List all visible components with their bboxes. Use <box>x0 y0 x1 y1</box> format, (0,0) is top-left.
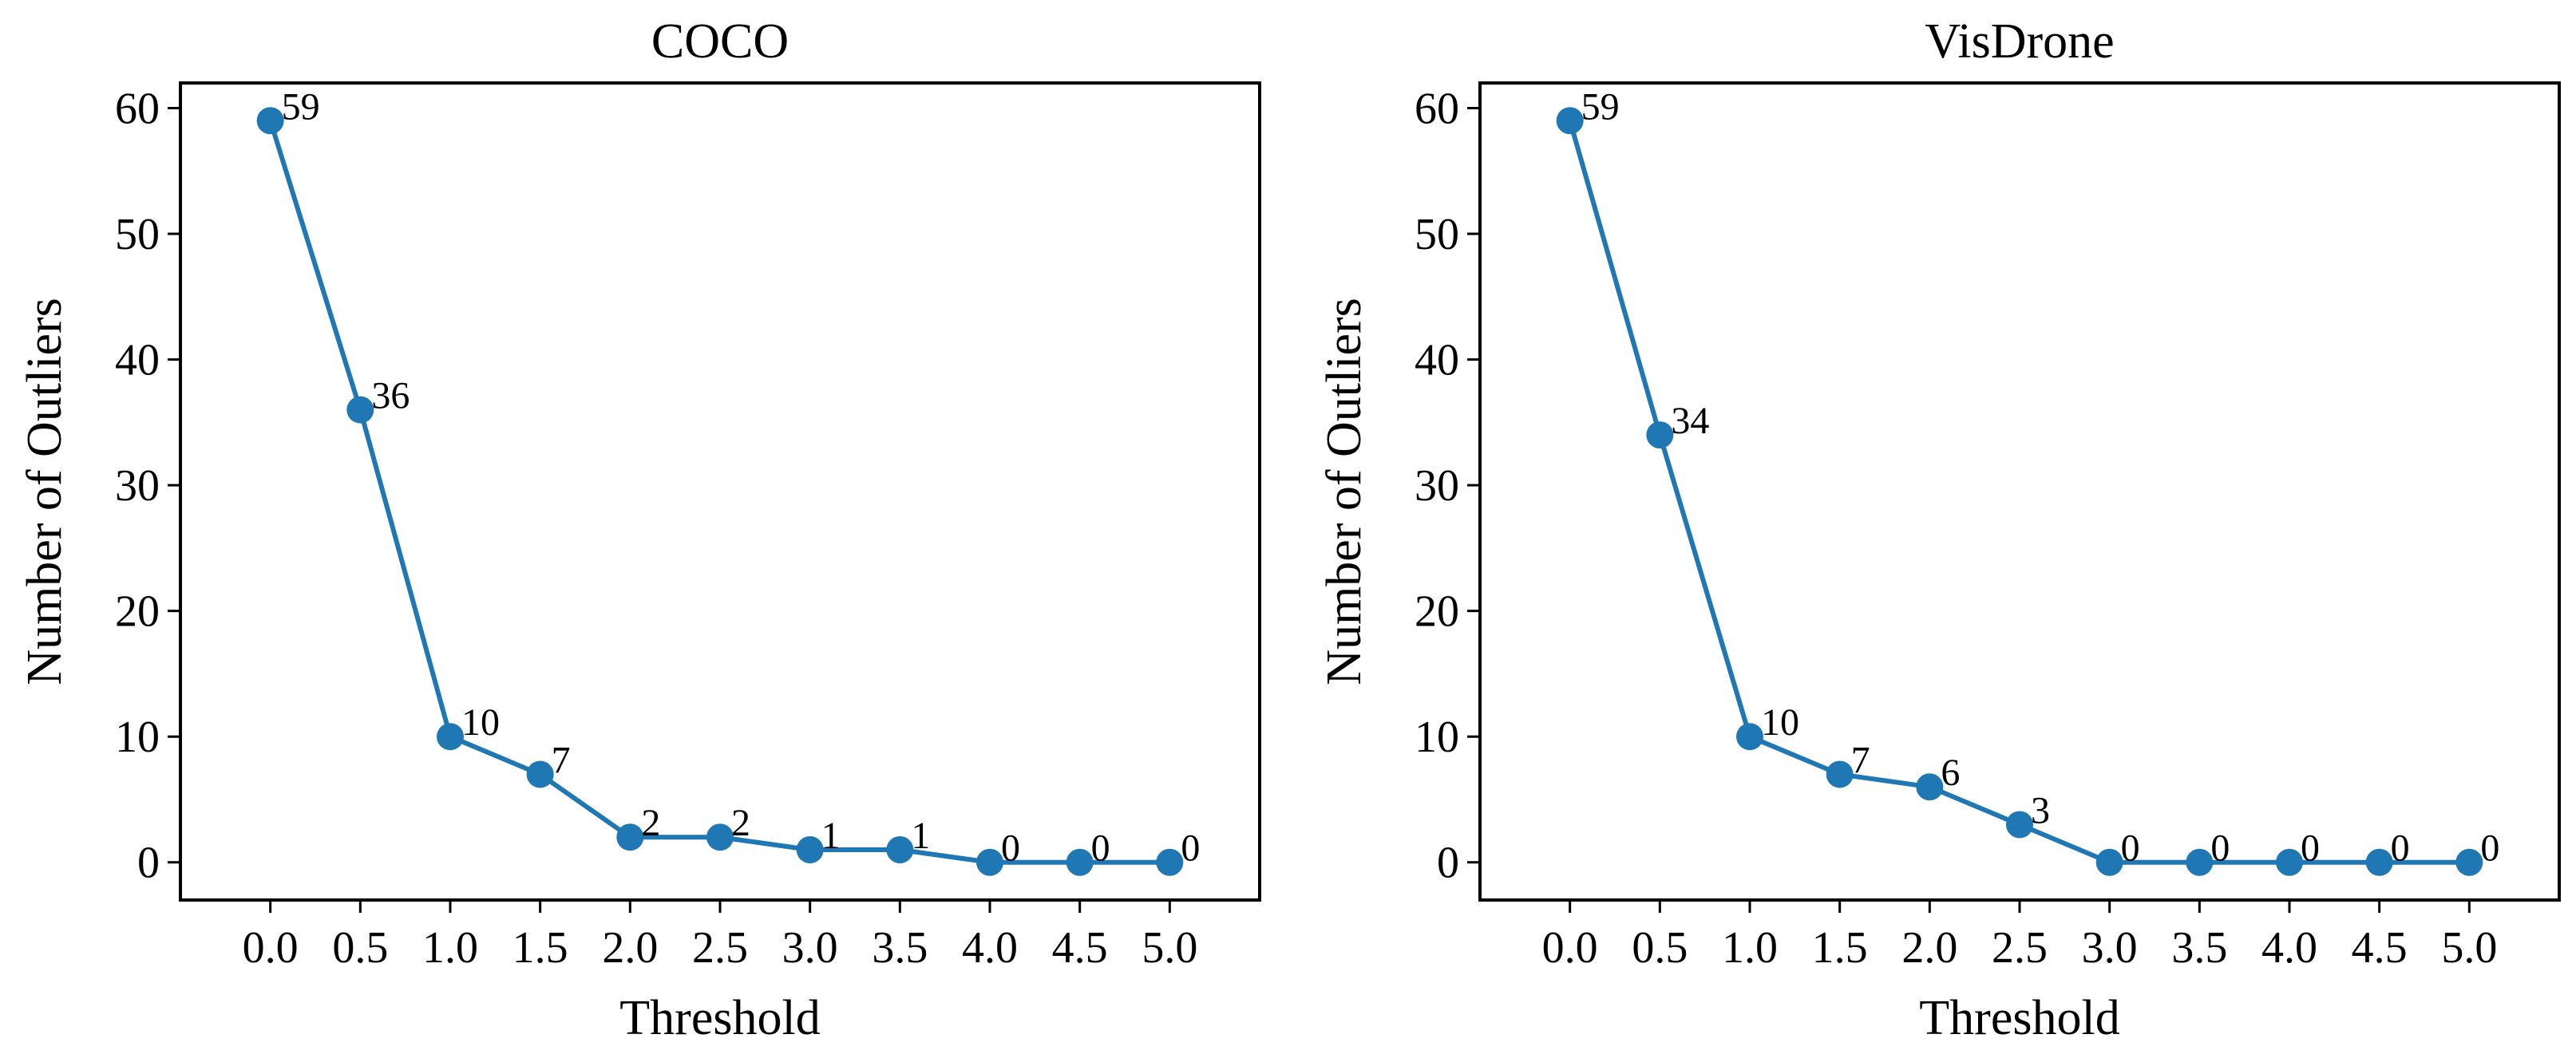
x-tick-label: 5.0 <box>1142 923 1197 973</box>
data-point <box>1736 723 1763 751</box>
plot-frame <box>179 81 1261 902</box>
x-tick-label: 4.0 <box>962 923 1018 973</box>
y-axis-label: Number of Outliers <box>18 298 72 685</box>
data-label: 0 <box>2391 827 2410 870</box>
data-point <box>886 835 914 863</box>
data-point <box>706 823 734 851</box>
data-label: 0 <box>1091 827 1110 870</box>
data-label: 34 <box>1671 400 1709 442</box>
data-label: 0 <box>2301 827 2320 870</box>
x-tick-label: 3.5 <box>872 923 928 973</box>
y-tick-label: 30 <box>115 461 160 511</box>
series-line <box>267 120 1170 865</box>
y-tick-label: 40 <box>1415 336 1459 385</box>
data-point <box>256 107 284 135</box>
y-tick-label: 0 <box>1437 839 1459 888</box>
x-tick-label: 0.5 <box>1632 923 1688 973</box>
x-tick-label: 5.0 <box>2441 923 2497 973</box>
x-tick-label: 1.0 <box>422 923 478 973</box>
data-label: 0 <box>1001 827 1020 870</box>
data-point <box>2095 848 2123 876</box>
data-point <box>2365 848 2393 876</box>
data-label: 1 <box>911 815 930 857</box>
data-point <box>437 723 464 751</box>
data-label: 2 <box>641 802 660 844</box>
x-tick-label: 0.0 <box>243 923 299 973</box>
x-tick-label: 2.5 <box>692 923 748 973</box>
plot-frame <box>1478 81 2561 902</box>
data-label: 1 <box>821 815 841 857</box>
y-tick-label: 10 <box>1415 713 1459 762</box>
data-point <box>2006 811 2033 839</box>
data-label: 0 <box>2210 827 2230 870</box>
x-axis-label: Threshold <box>1919 991 2119 1045</box>
y-tick-label: 20 <box>115 587 160 637</box>
y-tick-label: 50 <box>115 210 160 259</box>
data-point <box>1066 848 1094 876</box>
x-tick-label: 4.5 <box>1052 923 1108 973</box>
x-tick-label: 1.5 <box>512 923 568 973</box>
chart-title: VisDrone <box>1925 14 2114 69</box>
y-tick-label: 40 <box>115 336 160 385</box>
data-point <box>2186 848 2214 876</box>
data-point <box>1826 760 1854 788</box>
x-tick-label: 0.0 <box>1542 923 1598 973</box>
series-line <box>1567 120 2470 865</box>
chart-title: COCO <box>651 14 789 69</box>
data-point <box>346 396 374 424</box>
data-label: 0 <box>2121 827 2140 870</box>
data-point <box>526 760 554 788</box>
x-axis-label: Threshold <box>619 991 820 1045</box>
x-tick-label: 2.5 <box>1992 923 2048 973</box>
data-point <box>616 823 644 851</box>
data-label: 10 <box>461 701 500 744</box>
x-tick-label: 3.5 <box>2171 923 2227 973</box>
y-axis-label: Number of Outliers <box>1317 298 1371 685</box>
data-label: 7 <box>552 739 571 781</box>
data-label: 59 <box>282 85 320 128</box>
data-label: 2 <box>731 802 750 844</box>
x-tick-label: 2.0 <box>1901 923 1957 973</box>
data-label: 6 <box>1941 752 1960 794</box>
y-tick-label: 0 <box>137 839 160 888</box>
x-tick-label: 0.5 <box>332 923 388 973</box>
x-tick-label: 4.5 <box>2352 923 2408 973</box>
data-point <box>2276 848 2303 876</box>
data-point <box>976 848 1003 876</box>
data-point <box>1156 848 1184 876</box>
data-label: 0 <box>2480 827 2499 870</box>
data-label: 36 <box>371 375 410 417</box>
x-tick-label: 3.0 <box>2082 923 2138 973</box>
y-tick-label: 60 <box>115 85 160 134</box>
y-tick-label: 30 <box>1415 461 1459 511</box>
x-tick-label: 2.0 <box>602 923 658 973</box>
data-point <box>1646 421 1674 449</box>
data-label: 0 <box>1181 827 1200 870</box>
data-point <box>1916 773 1944 801</box>
x-tick-label: 1.5 <box>1812 923 1868 973</box>
y-tick-label: 20 <box>1415 587 1459 637</box>
data-point <box>1556 107 1584 135</box>
data-point <box>796 835 824 863</box>
data-label: 10 <box>1761 701 1799 744</box>
x-tick-label: 3.0 <box>782 923 838 973</box>
data-label: 59 <box>1581 85 1620 128</box>
x-tick-label: 4.0 <box>2261 923 2317 973</box>
data-label: 3 <box>2031 789 2050 831</box>
x-tick-label: 1.0 <box>1722 923 1778 973</box>
data-label: 7 <box>1851 739 1870 781</box>
data-point <box>2455 848 2483 876</box>
y-tick-label: 50 <box>1415 210 1459 259</box>
y-tick-label: 10 <box>115 713 160 762</box>
y-tick-label: 60 <box>1415 85 1459 134</box>
